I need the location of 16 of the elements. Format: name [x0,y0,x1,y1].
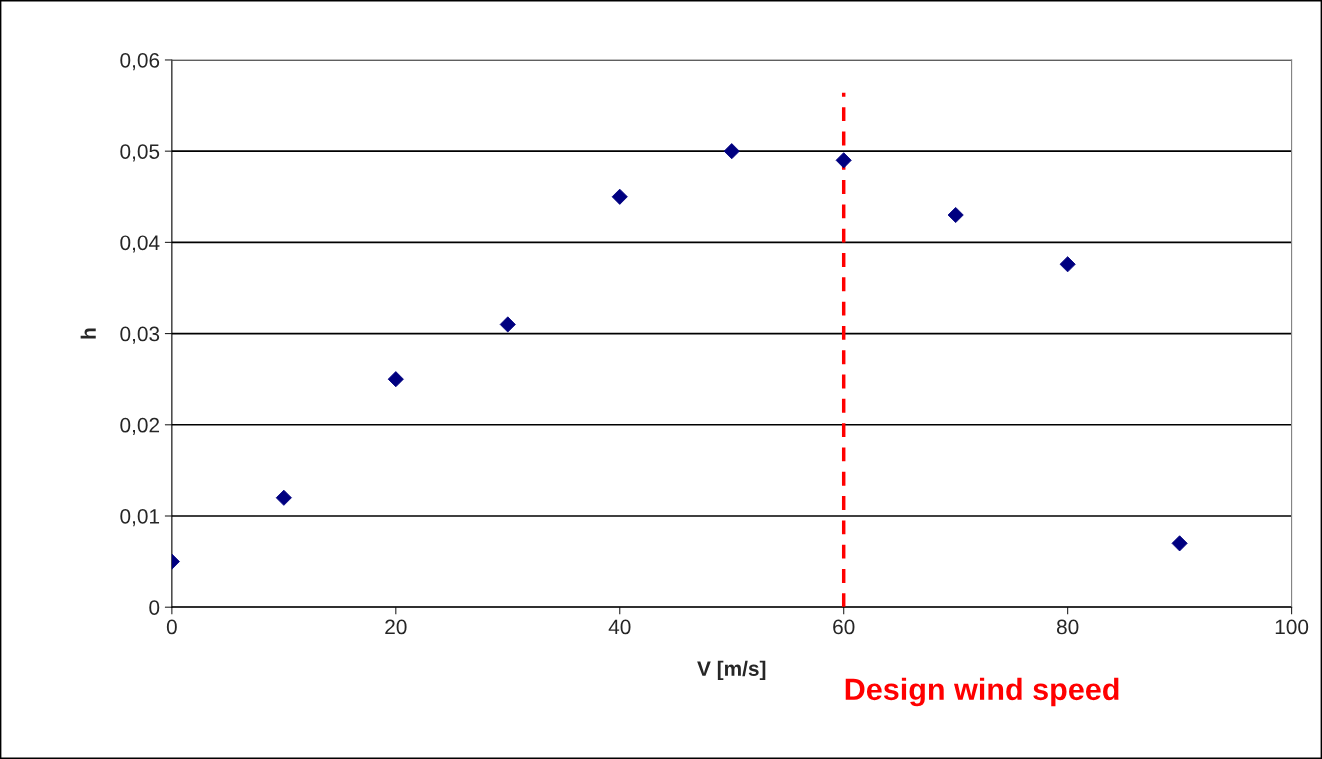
y-tick-label: 0,03 [120,326,160,344]
y-tick-label: 0,05 [120,144,160,162]
ref-line-label: Design wind speed [845,677,1119,707]
y-tick-label: 0 [149,600,160,615]
y-tick-label: 0,04 [120,235,160,253]
y-tick-label: 0,02 [120,417,160,435]
x-tick-label: 100 [1275,619,1309,635]
x-tick-label: 80 [1056,619,1079,635]
x-tick-label: 20 [385,619,407,635]
y-tick-label: 0,06 [120,52,160,71]
y-axis-title: h [80,328,96,339]
x-tick-label: 40 [608,619,631,635]
x-tick-label: 0 [166,619,177,635]
x-tick-label: 60 [833,619,855,635]
y-tick-label: 0,01 [120,508,160,527]
x-axis-title: V [m/s] [697,660,766,681]
